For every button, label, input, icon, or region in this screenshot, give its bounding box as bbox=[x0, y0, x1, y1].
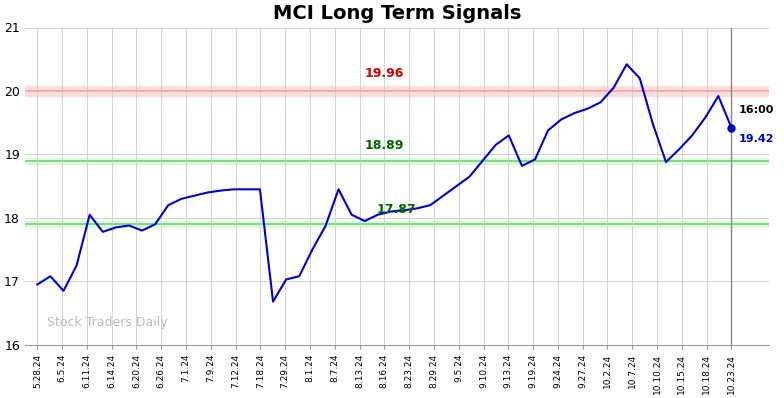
Text: Stock Traders Daily: Stock Traders Daily bbox=[47, 316, 168, 329]
Text: 17.87: 17.87 bbox=[377, 203, 416, 216]
Bar bbox=[25, 158, 768, 164]
Bar bbox=[25, 86, 768, 96]
Text: 19.96: 19.96 bbox=[365, 67, 404, 80]
Title: MCI Long Term Signals: MCI Long Term Signals bbox=[273, 4, 521, 23]
Bar bbox=[25, 221, 768, 227]
Text: 19.42: 19.42 bbox=[739, 134, 775, 144]
Text: 16:00: 16:00 bbox=[739, 105, 775, 115]
Text: 18.89: 18.89 bbox=[365, 139, 404, 152]
